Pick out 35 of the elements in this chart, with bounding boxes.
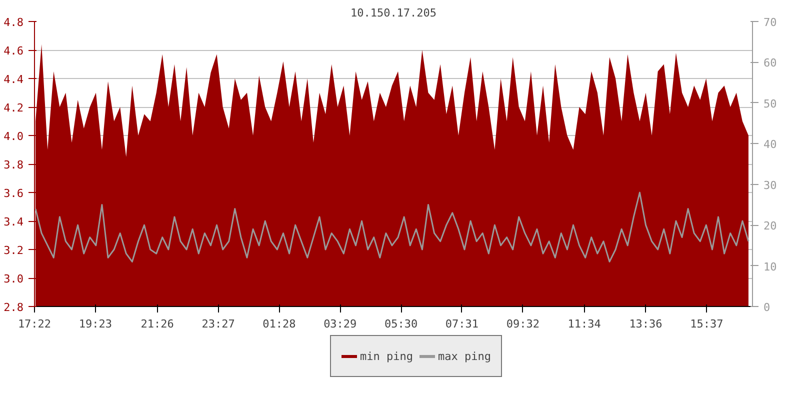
y-tick-label: 4.8 [4,16,24,29]
chart-title: 10.150.17.205 [350,6,437,20]
y2-tick-label: 30 [764,178,777,192]
y2-tick-label: 40 [764,138,777,152]
y2-tick-label: 20 [764,220,777,233]
x-tick-label: 11:34 [568,318,602,330]
y-tick-label: 4.4 [4,73,24,86]
x-tick-label: 19:23 [78,318,112,330]
y-tick-label: 3.0 [4,272,24,286]
y-tick-label: 4.6 [4,44,24,58]
y-tick-label: 4.0 [4,130,24,143]
legend-label: max ping [438,350,491,362]
y-tick-label: 4.2 [4,102,24,114]
x-tick-label: 15:37 [690,318,724,330]
line-series [34,192,750,262]
y-tick-label: 3.4 [4,216,24,228]
x-tick-label: 13:36 [629,318,662,330]
legend-label: min ping [360,350,413,362]
y2-tick-label: 60 [764,56,777,70]
y-tick-label: 2.8 [4,301,24,314]
x-tick-label: 05:30 [384,318,418,330]
y2-tick-label: 70 [764,16,777,29]
x-tick-label: 09:32 [506,318,540,330]
x-tick-label: 07:31 [445,318,479,330]
x-tick-label: 03:29 [324,318,357,330]
x-tick-label: 17:22 [18,318,52,330]
y2-tick-label: 0 [764,301,770,314]
x-tick-label: 23:27 [202,318,235,330]
y2-tick-label: 50 [764,97,777,110]
y2-tick-label: 10 [764,260,777,274]
x-tick-label: 01:28 [262,318,296,330]
y-tick-label: 3.8 [4,158,24,172]
y-tick-label: 3.6 [4,187,24,200]
y-tick-label: 3.2 [4,244,24,257]
x-tick-label: 21:26 [140,318,174,330]
